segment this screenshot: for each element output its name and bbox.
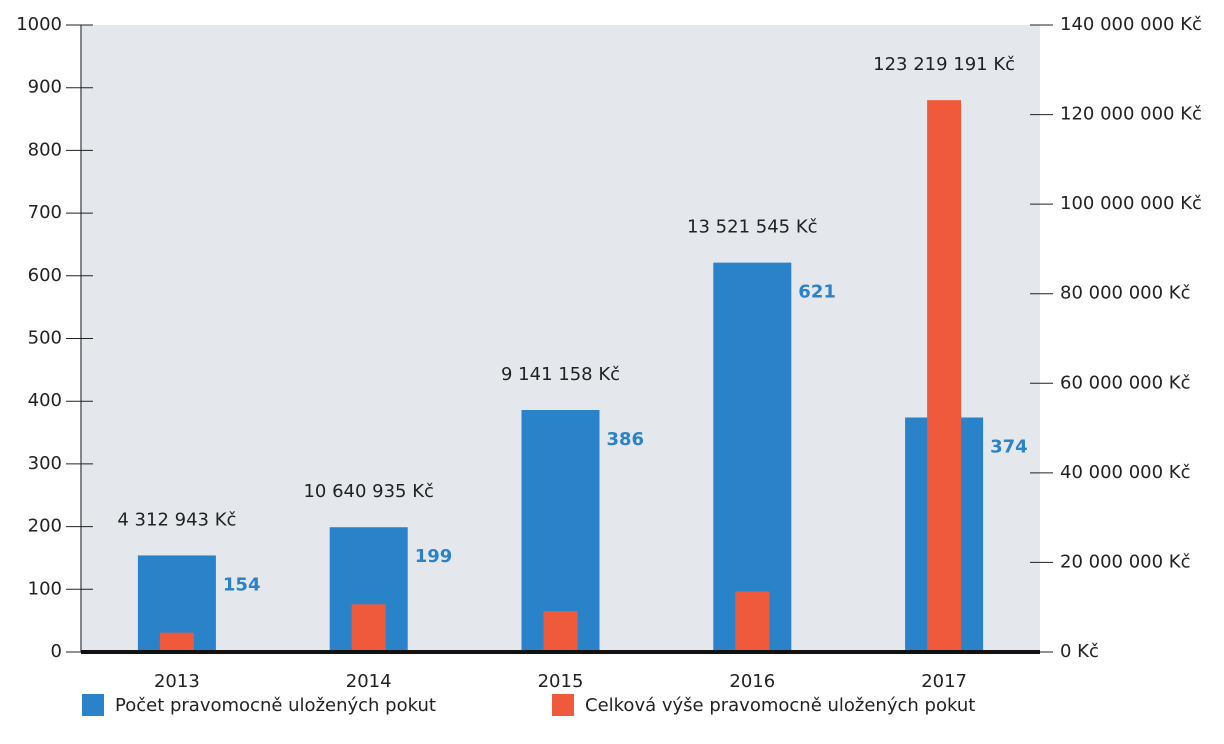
y-tick-label: 700 (28, 202, 62, 223)
legend-swatch (82, 694, 104, 716)
y2-tick-label: 60 000 000 Kč (1060, 372, 1190, 393)
bar (713, 262, 792, 652)
y2-tick-label: 120 000 000 Kč (1060, 104, 1202, 125)
y-tick-label: 100 (28, 578, 62, 599)
y-tick-label: 600 (28, 265, 62, 286)
y-tick-label: 900 (28, 77, 62, 98)
y2-tick-label: 20 000 000 Kč (1060, 551, 1190, 572)
value-label: 154 (223, 574, 261, 595)
y2-tick-label: 80 000 000 Kč (1060, 283, 1190, 304)
y-tick-label: 400 (28, 390, 62, 411)
y-tick-label: 500 (28, 328, 62, 349)
y-tick-label: 200 (28, 516, 62, 537)
y2-tick-label: 40 000 000 Kč (1060, 462, 1190, 483)
bar (735, 591, 770, 652)
y-tick-label: 1000 (16, 14, 62, 35)
x-tick-label: 2014 (346, 671, 392, 692)
bar (159, 632, 194, 652)
value-label: 374 (990, 437, 1028, 458)
x-tick-label: 2016 (729, 671, 775, 692)
x-tick-label: 2013 (154, 671, 200, 692)
value-label: 386 (607, 429, 645, 450)
legend-label: Celková výše pravomocně uložených pokut (585, 695, 975, 716)
value-label: 9 141 158 Kč (501, 364, 620, 385)
value-label: 4 312 943 Kč (117, 509, 236, 530)
y-tick-label: 800 (28, 139, 62, 160)
x-tick-label: 2017 (921, 671, 967, 692)
y-tick-label: 0 (51, 641, 62, 662)
y2-tick-label: 140 000 000 Kč (1060, 14, 1202, 35)
y2-tick-label: 0 Kč (1060, 641, 1099, 662)
bar (351, 604, 386, 652)
value-label: 199 (415, 546, 453, 567)
value-label: 621 (798, 282, 836, 303)
bar (543, 611, 578, 652)
legend-label: Počet pravomocně uložených pokut (115, 695, 436, 716)
bar (927, 100, 962, 652)
x-tick-label: 2015 (538, 671, 584, 692)
legend-swatch (552, 694, 574, 716)
value-label: 13 521 545 Kč (687, 217, 817, 238)
y-tick-label: 300 (28, 453, 62, 474)
y2-tick-label: 100 000 000 Kč (1060, 193, 1202, 214)
value-label: 123 219 191 Kč (873, 54, 1015, 75)
value-label: 10 640 935 Kč (303, 481, 433, 502)
